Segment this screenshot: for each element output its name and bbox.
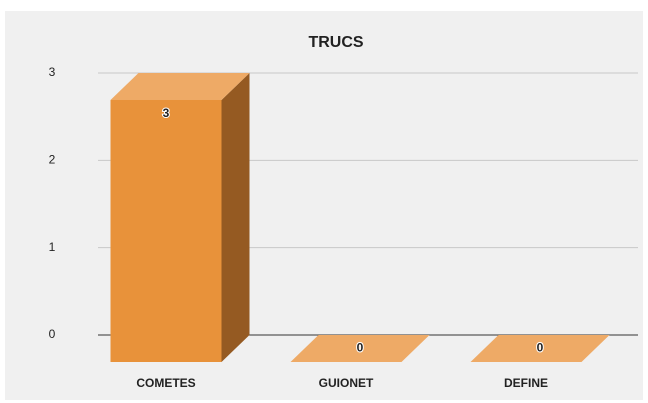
value-label: 0 (537, 341, 544, 355)
value-label: 3 (163, 106, 170, 120)
bar (470, 335, 610, 362)
y-tick-label: 3 (49, 65, 56, 79)
bar (110, 73, 250, 362)
bar-top (110, 73, 250, 100)
bar-top (470, 335, 610, 362)
x-tick-label: DEFINE (504, 376, 548, 390)
x-tick-label: GUIONET (319, 376, 374, 390)
value-label: 0 (357, 341, 364, 355)
x-tick-label: COMETES (136, 376, 195, 390)
bar (290, 335, 430, 362)
bar-side (221, 73, 250, 362)
bar-top (290, 335, 430, 362)
y-tick-label: 1 (49, 240, 56, 254)
y-tick-label: 2 (49, 153, 56, 167)
bar-front (110, 100, 222, 362)
y-tick-label: 0 (49, 327, 56, 341)
chart-title: TRUCS (308, 34, 363, 51)
